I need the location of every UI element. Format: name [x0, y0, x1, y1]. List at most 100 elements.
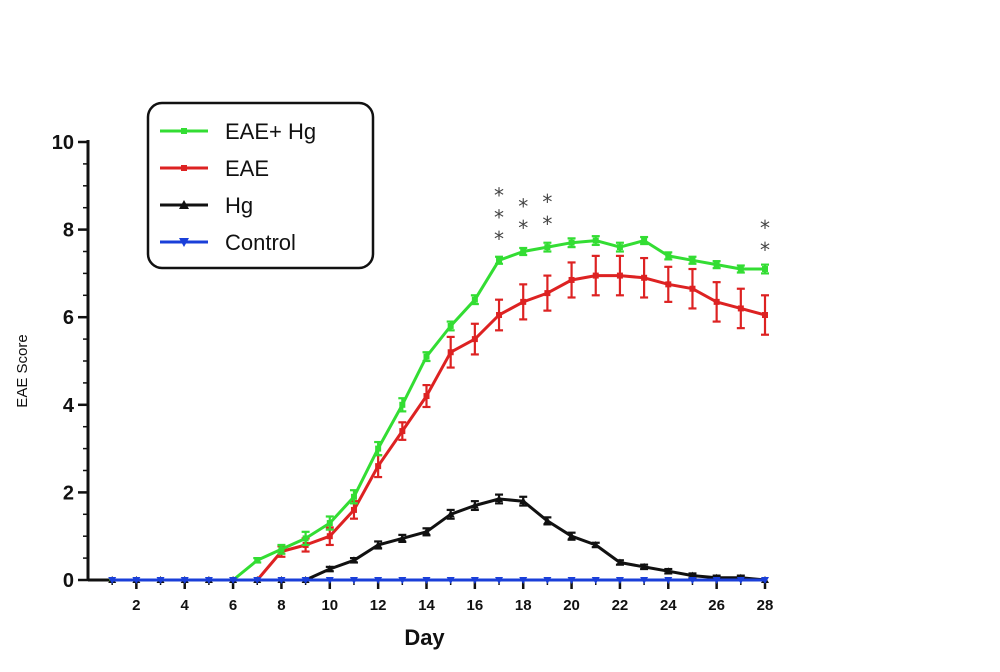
data-point: [568, 239, 575, 246]
x-tick-label: 4: [181, 597, 190, 614]
data-point: [713, 261, 720, 268]
legend: EAE+ Hg EAE Hg Control: [146, 101, 375, 270]
legend-marker: [179, 238, 189, 247]
legend-marker: [181, 165, 187, 171]
data-point: [519, 497, 528, 505]
significance-asterisk: *: [542, 190, 552, 214]
series-control: [108, 577, 769, 584]
data-point: [156, 577, 165, 584]
data-point: [254, 557, 261, 564]
data-point: [713, 298, 720, 305]
data-point: [591, 540, 600, 548]
data-point: [567, 532, 576, 540]
data-point: [543, 516, 552, 524]
legend-item: Control: [160, 230, 296, 255]
data-point: [665, 252, 672, 259]
data-point: [446, 577, 455, 584]
x-tick-label: 22: [612, 597, 629, 614]
data-point: [301, 577, 310, 584]
data-point: [399, 401, 406, 408]
legend-marker: [179, 200, 189, 209]
data-point: [544, 290, 551, 297]
data-point: [762, 312, 768, 319]
significance-asterisk: *: [494, 227, 504, 251]
y-tick-label: 10: [52, 132, 74, 154]
x-tick-label: 8: [277, 597, 285, 614]
data-point: [423, 393, 430, 400]
data-point: [447, 322, 454, 329]
legend-box: [146, 101, 375, 270]
data-point: [471, 336, 478, 343]
legend-item: EAE+ Hg: [160, 119, 316, 144]
data-point: [447, 349, 454, 356]
data-point: [712, 577, 721, 584]
data-point: [495, 577, 504, 584]
data-point: [423, 353, 430, 360]
data-point: [496, 312, 503, 319]
data-point: [470, 501, 479, 509]
data-point: [349, 556, 358, 564]
x-tick-label: 24: [660, 597, 677, 614]
data-point: [664, 567, 673, 575]
data-point: [737, 305, 744, 312]
data-point: [544, 244, 551, 251]
data-point: [520, 298, 527, 305]
data-point: [592, 237, 599, 244]
data-point: [519, 577, 528, 584]
legend-label: EAE: [225, 156, 269, 181]
significance-asterisk: *: [760, 216, 770, 240]
x-axis-title: Day: [404, 625, 445, 650]
series-line: [112, 239, 765, 582]
x-tick-label: 6: [229, 597, 237, 614]
data-point: [229, 577, 238, 584]
x-tick-label: 26: [708, 597, 725, 614]
legend-item: EAE: [160, 156, 269, 181]
data-point: [495, 494, 504, 502]
y-axis-title: EAE Score: [14, 334, 31, 407]
data-point: [326, 533, 333, 540]
x-tick-label: 14: [418, 597, 435, 614]
x-tick-label: 16: [467, 597, 484, 614]
data-point: [398, 534, 407, 542]
legend-label: Control: [225, 230, 296, 255]
data-point: [616, 272, 623, 279]
data-point: [350, 493, 357, 500]
series-layer: [108, 235, 769, 584]
data-point: [204, 577, 213, 584]
data-point: [520, 248, 527, 255]
data-point: [180, 577, 189, 584]
data-point: [471, 296, 478, 303]
x-tick-label: 20: [563, 597, 580, 614]
series-line: [112, 274, 766, 582]
legend-label: EAE+ Hg: [225, 119, 316, 144]
data-point: [567, 577, 576, 584]
series-line: [112, 497, 766, 582]
data-point: [375, 445, 382, 452]
legend-marker: [181, 128, 187, 134]
y-tick-label: 0: [63, 570, 74, 592]
x-tick-label: 12: [370, 597, 387, 614]
data-point: [640, 577, 649, 584]
data-point: [688, 577, 697, 584]
data-point: [641, 274, 648, 281]
significance-asterisk: *: [518, 216, 528, 240]
legend-label: Hg: [225, 193, 253, 218]
data-point: [762, 266, 768, 273]
data-point: [761, 577, 769, 584]
data-point: [374, 540, 383, 548]
significance-asterisk: *: [518, 194, 528, 218]
data-point: [737, 266, 744, 273]
data-point: [615, 577, 624, 584]
x-tick-label: 10: [321, 597, 338, 614]
series-hg: [108, 493, 769, 583]
data-point: [736, 577, 745, 584]
y-tick-label: 4: [63, 395, 75, 417]
data-point: [664, 577, 673, 584]
significance-annotations: *********: [494, 183, 770, 262]
data-point: [641, 237, 648, 244]
data-point: [277, 577, 286, 584]
data-point: [374, 577, 383, 584]
data-point: [689, 285, 696, 292]
